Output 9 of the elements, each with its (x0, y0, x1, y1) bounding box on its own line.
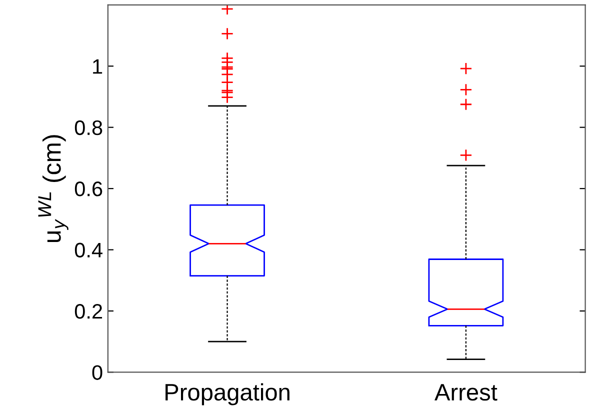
y-axis-title: u$_{y}$$^{WL}$ (cm) (38, 135, 68, 242)
x-tick-label: Propagation (166, 383, 290, 406)
y-tick-label: 0.2 (74, 304, 102, 319)
y-tick-label: 0.8 (74, 120, 102, 136)
y-tick-label: 0.6 (74, 182, 102, 196)
y-tick-label: 1 (93, 59, 102, 74)
y-tick-label: 0 (92, 365, 102, 380)
x-tick-label: Arrest (434, 384, 498, 401)
y-tick-label: 0.4 (74, 242, 102, 258)
